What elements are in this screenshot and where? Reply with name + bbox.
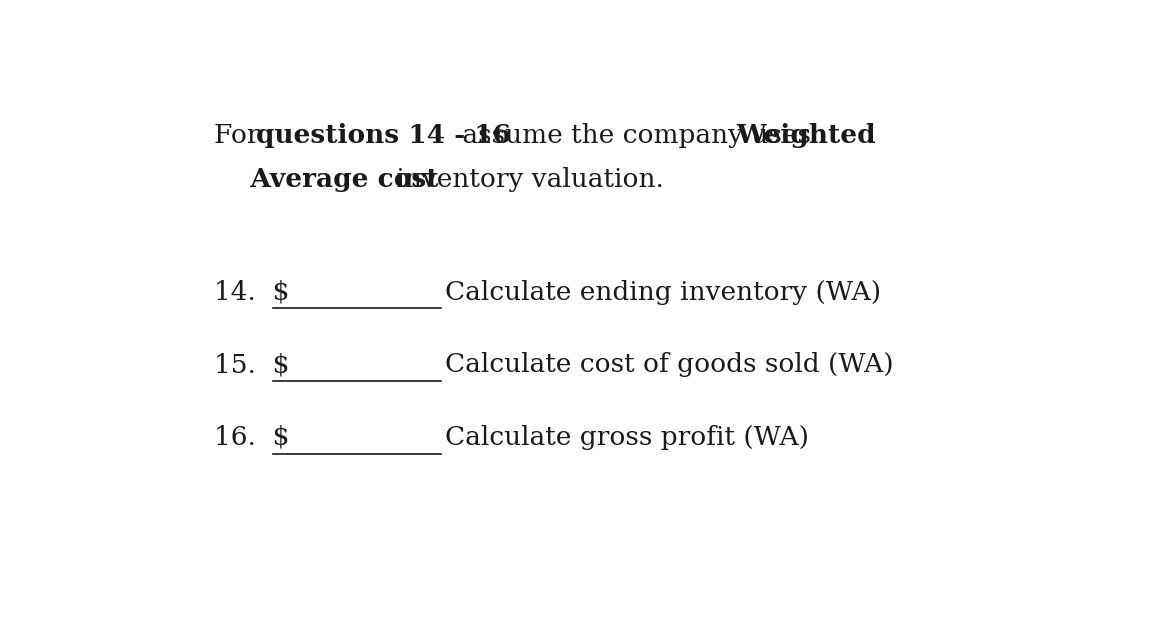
Text: 14.  $: 14. $ [214,280,290,304]
Text: questions 14 - 16: questions 14 - 16 [256,123,511,148]
Text: Calculate ending inventory (WA): Calculate ending inventory (WA) [445,280,881,304]
Text: 16.  $: 16. $ [214,425,290,450]
Text: Average cost: Average cost [214,167,439,192]
Text: Calculate cost of goods sold (WA): Calculate cost of goods sold (WA) [445,352,894,377]
Text: Weighted: Weighted [737,123,876,148]
Text: assume the company uses: assume the company uses [454,123,819,148]
Text: Calculate gross profit (WA): Calculate gross profit (WA) [445,425,808,450]
Text: For: For [214,123,268,148]
Text: 15.  $: 15. $ [214,352,290,377]
Text: inventory valuation.: inventory valuation. [388,167,665,192]
